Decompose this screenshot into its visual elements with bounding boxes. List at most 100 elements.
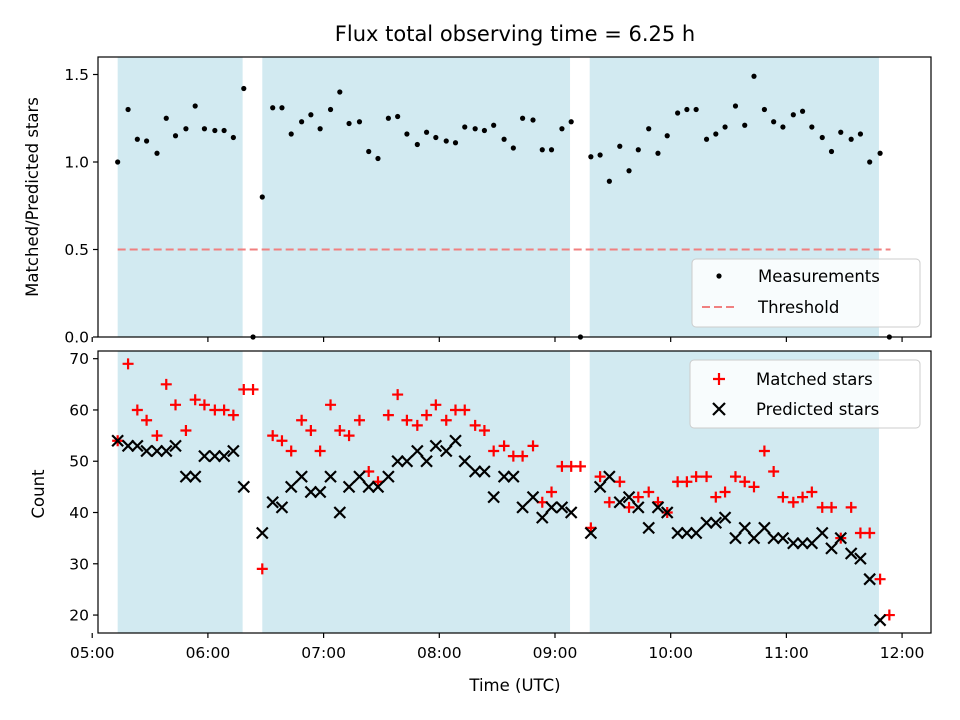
count-matched-point [469,419,481,431]
ratio-measurement-point [472,126,478,132]
count-predicted-point [651,501,665,514]
count-predicted-point [304,485,318,499]
ratio-measurement-point [279,105,285,111]
count-predicted-point [767,531,780,545]
ratio-measurement-point [751,73,757,79]
count-matched-point [556,460,568,472]
ratio-measurement-point [308,112,314,118]
x-tick-label: 05:00 [70,644,115,662]
ratio-measurement-point [617,143,623,149]
count-predicted-point [159,444,173,458]
count-y-tick-label: 70 [69,350,89,368]
count-matched-point [498,440,510,452]
count-matched-point [198,399,210,411]
count-predicted-point [458,454,472,468]
count-observing-window [117,351,243,633]
ratio-measurement-point [183,126,189,132]
ratio-measurement-point [510,145,516,151]
count-matched-point [122,358,134,370]
count-predicted-point [284,480,298,494]
count-matched-point [382,409,394,421]
count-matched-point [864,527,876,539]
ratio-measurement-point [192,103,198,109]
x-tick-label: 06:00 [186,644,231,662]
ratio-measurement-point [395,113,401,120]
ratio-legend-box [691,258,921,328]
count-matched-point [826,501,838,513]
ratio-measurement-point [867,159,873,165]
count-predicted-point [342,480,356,494]
count-matched-point [565,460,577,472]
count-predicted-point [564,506,578,519]
ratio-measurement-point [848,136,854,142]
ratio-measurement-point [443,138,449,144]
count-matched-point [459,404,471,416]
ratio-measurement-point [664,133,670,139]
count-predicted-point [689,526,703,540]
count-predicted-point [555,501,569,514]
ratio-panel: 0.0 0.5 1.0 1.5 Measurements Threshold [64,56,932,347]
count-predicted-point [497,470,511,483]
count-matched-point [440,414,452,426]
ratio-y-tick-label: 0.5 [64,241,89,259]
legend-measurements-label: Measurements [758,267,880,286]
ratio-measurement-point [404,131,410,137]
count-predicted-point [179,470,193,483]
count-predicted-point [854,552,867,565]
count-matched-point [739,476,751,488]
count-matched-point [238,383,250,395]
count-matched-point [141,414,153,426]
count-axes-frame [97,350,932,634]
ratio-measurement-point [270,105,276,111]
count-matched-point [180,424,192,436]
ratio-measurement-point [655,150,661,156]
x-tick-label: 08:00 [417,644,462,662]
count-predicted-point [266,495,279,509]
count-panel-y-axis-label: Count [29,469,48,519]
ratio-measurement-point [713,131,719,137]
legend-measurement-marker [716,273,722,279]
ratio-measurement-point [519,115,526,121]
count-predicted-point [603,470,616,483]
ratio-measurement-point [230,134,236,141]
ratio-measurement-point [539,147,545,153]
count-predicted-point [188,470,202,483]
count-matched-point [874,573,886,585]
legend-threshold-label: Threshold [757,298,839,317]
ratio-y-tick-label: 1.0 [64,154,89,172]
count-matched-point [430,399,442,411]
count-predicted-point [150,444,164,458]
count-predicted-point [237,480,251,494]
count-predicted-point [632,501,645,514]
count-matched-point [603,496,615,508]
count-predicted-point [468,465,482,478]
ratio-panel-y-axis-label: Matched/Predicted stars [23,97,42,297]
ratio-measurement-point [462,124,468,130]
legend-matched-marker [713,373,725,385]
count-predicted-point [700,516,713,530]
ratio-measurement-point [857,131,864,137]
count-predicted-point [593,480,607,494]
count-predicted-point [333,506,347,519]
count-y-tick-label: 20 [69,607,89,625]
count-predicted-point [169,439,182,453]
ratio-measurement-point [828,148,835,155]
count-matched-point [401,414,413,426]
count-matched-point [517,450,529,462]
count-matched-point [189,394,201,406]
count-predicted-point [439,444,453,458]
count-predicted-point [429,439,443,453]
count-matched-point [806,486,818,498]
count-predicted-point [208,449,222,463]
ratio-measurement-point [838,129,844,135]
x-tick-label: 07:00 [301,644,346,662]
count-predicted-point [487,490,500,504]
ratio-measurement-point [172,133,179,139]
count-matched-point [478,424,490,436]
count-matched-point [170,399,182,411]
count-matched-point [325,399,337,411]
ratio-y-tick-label: 1.5 [64,66,89,84]
count-predicted-point [718,511,732,524]
count-predicted-point [535,511,549,524]
